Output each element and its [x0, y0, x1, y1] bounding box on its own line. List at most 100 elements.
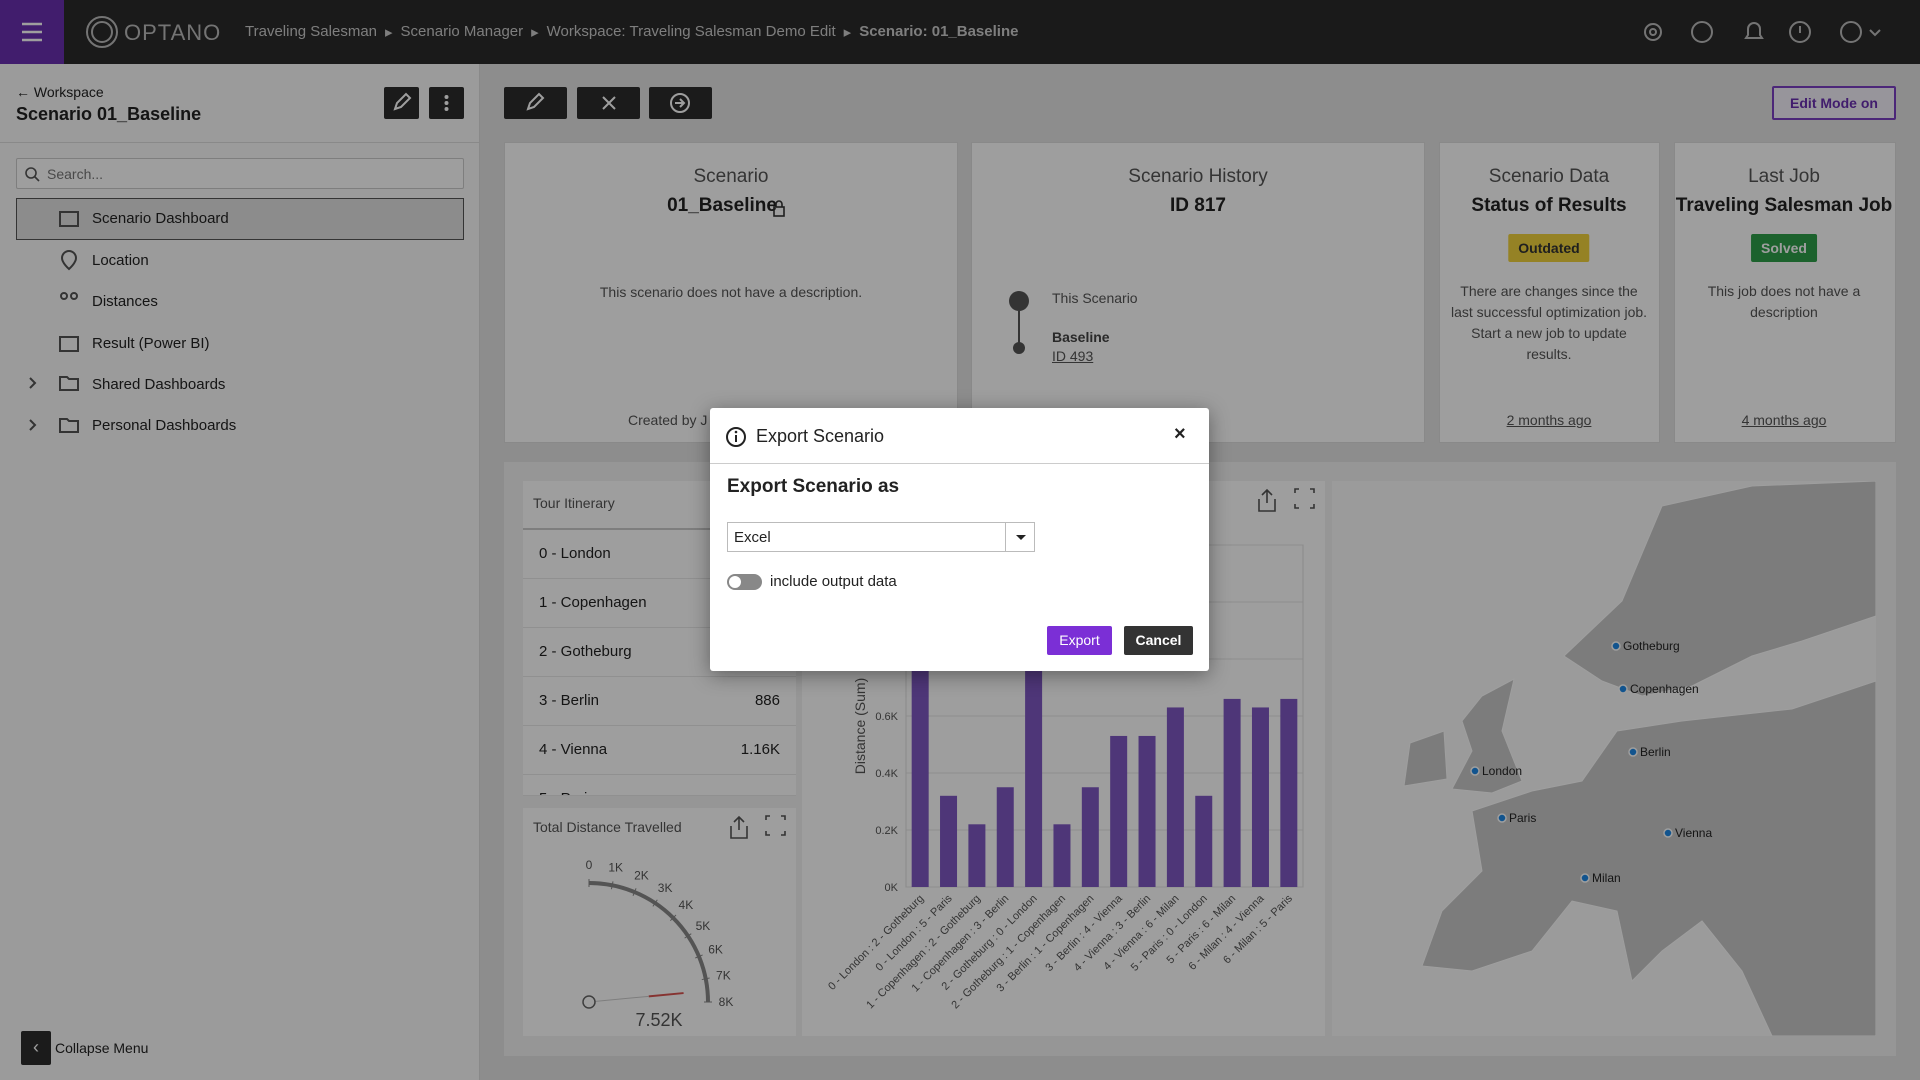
format-value: Excel — [734, 529, 771, 546]
city-label: Paris — [1509, 811, 1536, 825]
gauge-tick-label: 2K — [634, 868, 649, 882]
nav-item[interactable]: Shared Dashboards — [92, 376, 226, 393]
gauge-tick-label: 1K — [608, 861, 623, 875]
card-label: Last Job — [1748, 166, 1820, 187]
sidebar-title: Scenario 01_Baseline — [16, 104, 202, 124]
timeline — [1009, 291, 1029, 354]
baseline-link[interactable]: ID 493 — [1052, 348, 1094, 364]
back-link[interactable]: ← Workspace — [16, 84, 104, 100]
city-marker — [1611, 641, 1621, 651]
city-marker — [1618, 684, 1628, 694]
nav-item[interactable]: Scenario Dashboard — [92, 210, 229, 227]
export-button[interactable]: Export — [1047, 626, 1112, 655]
itinerary-row[interactable]: 0 - London — [523, 530, 796, 579]
itinerary-row[interactable]: 5 - Paris — [523, 775, 796, 796]
row-label: 2 - Gotheburg — [539, 643, 632, 660]
bar — [911, 602, 929, 887]
gauge-tick-label: 4K — [679, 898, 694, 912]
city-label: Berlin — [1640, 745, 1671, 759]
row-label: 5 - Paris — [539, 790, 595, 795]
export-dialog: Export Scenario × Export Scenario as Exc… — [710, 408, 1209, 671]
divider — [710, 463, 1209, 464]
select-arrow[interactable] — [1005, 522, 1035, 552]
itinerary-row[interactable]: 3 - Berlin 886 — [523, 677, 796, 726]
nav-item[interactable]: Location — [92, 252, 149, 269]
card-text: This scenario does not have a descriptio… — [599, 284, 863, 300]
itinerary-row[interactable]: 2 - Gotheburg — [523, 628, 796, 677]
itinerary-row[interactable]: 4 - Vienna 1.16K — [523, 726, 796, 775]
search-input[interactable]: Search... — [16, 158, 464, 189]
gauge-tick — [684, 933, 692, 939]
row-value: 1.16K — [740, 741, 780, 758]
nav-active[interactable] — [16, 198, 464, 240]
bar — [1138, 735, 1156, 887]
bar — [1166, 707, 1184, 887]
divider — [523, 528, 796, 530]
edit-mode-button[interactable]: Edit Mode on — [1772, 86, 1896, 120]
collapse-button[interactable]: ‹ — [21, 1031, 51, 1065]
card-label: Scenario Data — [1488, 166, 1610, 187]
nav-item[interactable]: Distances — [92, 293, 158, 310]
card-text: There are changes since the last success… — [1450, 283, 1648, 362]
bar — [1251, 707, 1269, 887]
status-badge: Solved — [1751, 234, 1817, 262]
breadcrumb[interactable]: Workspace: Traveling Salesman Demo Edit — [546, 23, 836, 40]
panel-title: Tour Itinerary — [533, 495, 615, 511]
nav-item[interactable]: Personal Dashboards — [92, 417, 237, 434]
gauge-tick — [632, 888, 637, 896]
bar — [1110, 735, 1128, 887]
logo — [86, 16, 118, 48]
y-tick-label: 0K — [885, 882, 899, 894]
bar — [996, 787, 1014, 887]
card-footer[interactable]: 4 months ago — [1741, 412, 1827, 428]
run-tool[interactable] — [649, 87, 712, 119]
y-axis-title: Distance (Sum) — [852, 678, 868, 774]
edit-tool[interactable] — [504, 87, 567, 119]
cancel-button[interactable]: Cancel — [1124, 626, 1193, 655]
breadcrumb[interactable]: Traveling Salesman — [245, 23, 378, 40]
search-placeholder: Search... — [47, 166, 104, 182]
close-button[interactable]: × — [1174, 423, 1186, 445]
output-toggle[interactable] — [727, 574, 762, 590]
nav-item[interactable]: Result (Power BI) — [92, 335, 210, 352]
breadcrumb: Scenario: 01_Baseline — [859, 23, 1019, 40]
breadcrumb[interactable]: Scenario Manager — [400, 23, 524, 40]
city-marker — [1470, 766, 1480, 776]
menu-button[interactable] — [0, 0, 64, 64]
format-select[interactable]: Excel — [727, 522, 1035, 552]
city-marker — [1497, 813, 1507, 823]
card-label: Scenario History — [1128, 166, 1268, 187]
bar — [968, 824, 986, 887]
top-icons[interactable] — [1640, 18, 1900, 46]
more-button[interactable] — [429, 87, 464, 119]
card-footer: Created by J — [628, 412, 708, 428]
map: Gotheburg Copenhagen Berlin London Paris Vien… — [1403, 481, 1876, 1036]
gauge-needle — [648, 992, 684, 998]
card-title: ID 817 — [1170, 195, 1226, 216]
dialog-title: Export Scenario — [756, 426, 885, 446]
card-footer[interactable]: 2 months ago — [1506, 412, 1592, 428]
y-tick-label: 0.2K — [875, 825, 898, 837]
row-value: 886 — [754, 692, 780, 709]
collapse-text[interactable]: Collapse Menu — [55, 1040, 149, 1056]
card-title: 01_Baseline — [667, 195, 777, 216]
card-label: Scenario — [693, 166, 769, 187]
gauge-tick — [669, 914, 677, 922]
timeline-baseline: Baseline — [1052, 329, 1110, 345]
gauge-tick — [695, 954, 703, 959]
dialog-heading: Export Scenario as — [727, 476, 900, 497]
divider — [0, 142, 480, 143]
edit-button[interactable] — [384, 87, 419, 119]
bar — [940, 795, 958, 887]
top-bar — [0, 0, 1920, 64]
close-tool[interactable] — [577, 87, 640, 119]
gauge-tick-label: 5K — [696, 919, 711, 933]
status-badge: Outdated — [1508, 234, 1590, 262]
itinerary-row[interactable]: 1 - Copenhagen — [523, 579, 796, 628]
gauge-tick-label: 3K — [658, 881, 673, 895]
gauge-hub — [582, 995, 596, 1009]
y-tick-label: 0.4K — [875, 768, 898, 780]
city-marker — [1628, 747, 1638, 757]
